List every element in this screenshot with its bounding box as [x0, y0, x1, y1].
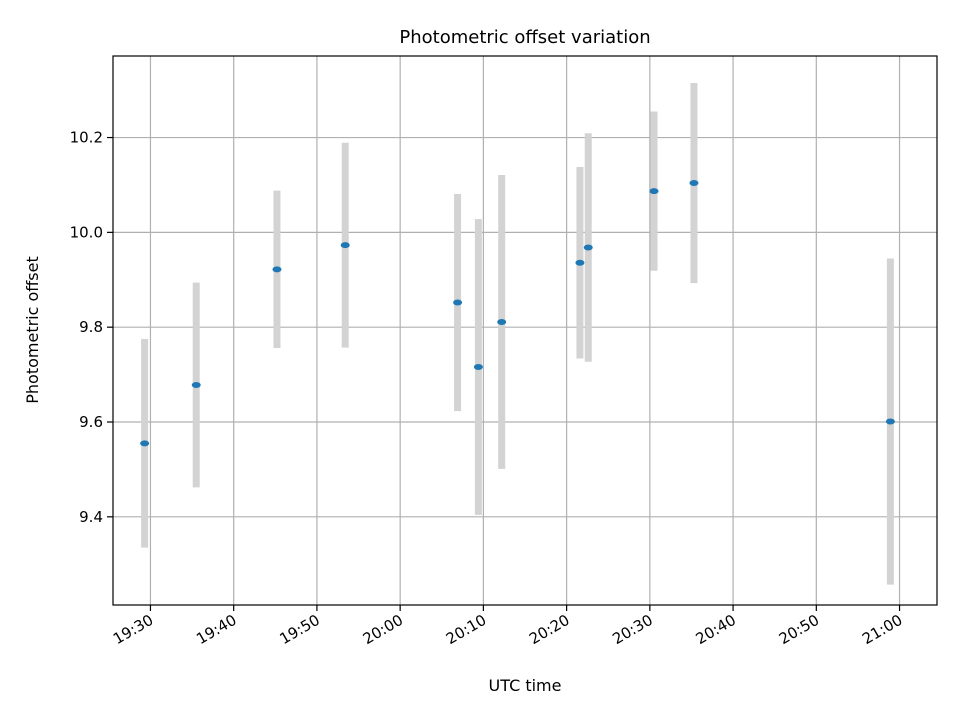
x-axis: 19:30 19:40 19:50 20:00 20:10 20:20 20:30 20:40… — [110, 605, 906, 648]
y-axis-label: Photometric offset — [23, 256, 42, 404]
x-tick-label: 21:00 — [859, 611, 905, 648]
data-point — [649, 188, 659, 195]
y-tick-label: 10.0 — [70, 223, 103, 241]
data-point — [453, 299, 463, 306]
y-tick-label: 10.2 — [70, 129, 103, 147]
x-tick-label: 19:30 — [110, 611, 156, 648]
data-point — [140, 440, 150, 447]
grid — [113, 56, 937, 605]
data-point — [575, 259, 585, 266]
y-tick-label: 9.4 — [79, 508, 103, 526]
data-point — [497, 318, 507, 325]
x-tick-label: 20:30 — [609, 611, 655, 648]
x-axis-label: UTC time — [489, 676, 562, 695]
x-tick-label: 20:00 — [360, 611, 406, 648]
data-point — [191, 382, 201, 389]
y-axis: 9.4 9.6 9.8 10.0 10.2 — [70, 129, 113, 526]
y-tick-label: 9.6 — [79, 413, 103, 431]
data-point — [689, 180, 699, 187]
data-point — [473, 364, 483, 371]
data-point — [583, 244, 593, 251]
y-tick-label: 9.8 — [79, 318, 103, 336]
data-point — [885, 418, 895, 425]
plot-background — [113, 56, 937, 605]
x-tick-label: 20:20 — [526, 611, 572, 648]
x-tick-label: 19:40 — [193, 611, 239, 648]
x-tick-label: 20:10 — [443, 611, 489, 648]
data-point — [272, 266, 282, 273]
x-tick-label: 20:40 — [693, 611, 739, 648]
plot-frame — [112, 55, 938, 606]
x-tick-label: 19:50 — [276, 611, 322, 648]
data-markers — [140, 180, 895, 447]
x-tick-label: 20:50 — [776, 611, 822, 648]
data-point — [340, 242, 350, 249]
chart-title: Photometric offset variation — [399, 27, 650, 48]
